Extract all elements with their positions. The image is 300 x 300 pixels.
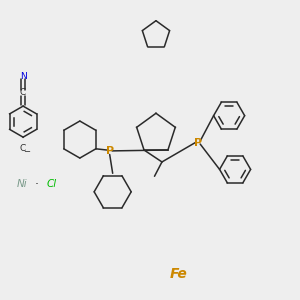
Text: Ni: Ni (17, 179, 28, 189)
Text: C: C (20, 144, 26, 153)
Text: P: P (194, 137, 202, 148)
Text: P: P (106, 146, 114, 157)
Text: N: N (20, 72, 26, 81)
Text: Fe: Fe (169, 267, 187, 281)
Text: Cl: Cl (47, 179, 57, 189)
Text: −: − (23, 148, 30, 157)
Text: C: C (20, 88, 26, 97)
Text: ·: · (34, 178, 38, 191)
